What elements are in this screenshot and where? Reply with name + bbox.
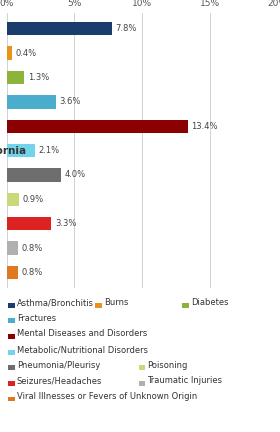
Text: 1.3%: 1.3% [28, 73, 49, 82]
Text: Burns: Burns [104, 298, 128, 307]
Text: 3.3%: 3.3% [55, 219, 76, 228]
Bar [7, 22, 112, 35]
Text: 2.1%: 2.1% [39, 146, 60, 155]
Text: Fractures: Fractures [17, 314, 56, 323]
Text: Mental Diseases and Disorders: Mental Diseases and Disorders [17, 329, 147, 338]
FancyBboxPatch shape [8, 350, 15, 355]
FancyBboxPatch shape [95, 303, 102, 308]
FancyBboxPatch shape [139, 365, 145, 370]
FancyBboxPatch shape [8, 381, 15, 386]
Bar [7, 120, 188, 133]
FancyBboxPatch shape [8, 397, 15, 401]
Bar [7, 144, 35, 157]
Bar [7, 241, 18, 255]
Text: 7.8%: 7.8% [116, 24, 137, 33]
FancyBboxPatch shape [182, 303, 189, 308]
Bar [7, 71, 24, 84]
Text: Viral Illnesses or Fevers of Unknown Origin: Viral Illnesses or Fevers of Unknown Ori… [17, 392, 197, 401]
Text: Seizures/Headaches: Seizures/Headaches [17, 376, 102, 385]
Bar [7, 95, 55, 108]
Text: 3.6%: 3.6% [59, 97, 80, 106]
Text: Poisoning: Poisoning [147, 361, 188, 370]
FancyBboxPatch shape [8, 334, 15, 339]
Text: Metabolic/Nutritional Disorders: Metabolic/Nutritional Disorders [17, 345, 148, 354]
Text: 0.9%: 0.9% [22, 195, 43, 204]
Bar [7, 168, 61, 181]
Text: 4.0%: 4.0% [64, 171, 85, 179]
FancyBboxPatch shape [8, 365, 15, 370]
Bar [7, 266, 18, 279]
Text: Asthma/Bronchitis: Asthma/Bronchitis [17, 298, 94, 307]
Bar [7, 217, 52, 230]
Text: 0.8%: 0.8% [21, 244, 42, 253]
Text: Pneumonia/Pleurisy: Pneumonia/Pleurisy [17, 361, 100, 370]
Text: 0.4%: 0.4% [16, 49, 37, 57]
Text: 0.8%: 0.8% [21, 268, 42, 277]
FancyBboxPatch shape [8, 303, 15, 308]
FancyBboxPatch shape [139, 381, 145, 386]
Text: 13.4%: 13.4% [191, 122, 218, 131]
Text: Diabetes: Diabetes [191, 298, 228, 307]
FancyBboxPatch shape [8, 318, 15, 323]
Text: California: California [0, 146, 26, 156]
Text: Traumatic Injuries: Traumatic Injuries [147, 376, 222, 385]
Bar [7, 47, 12, 60]
Bar [7, 193, 19, 206]
